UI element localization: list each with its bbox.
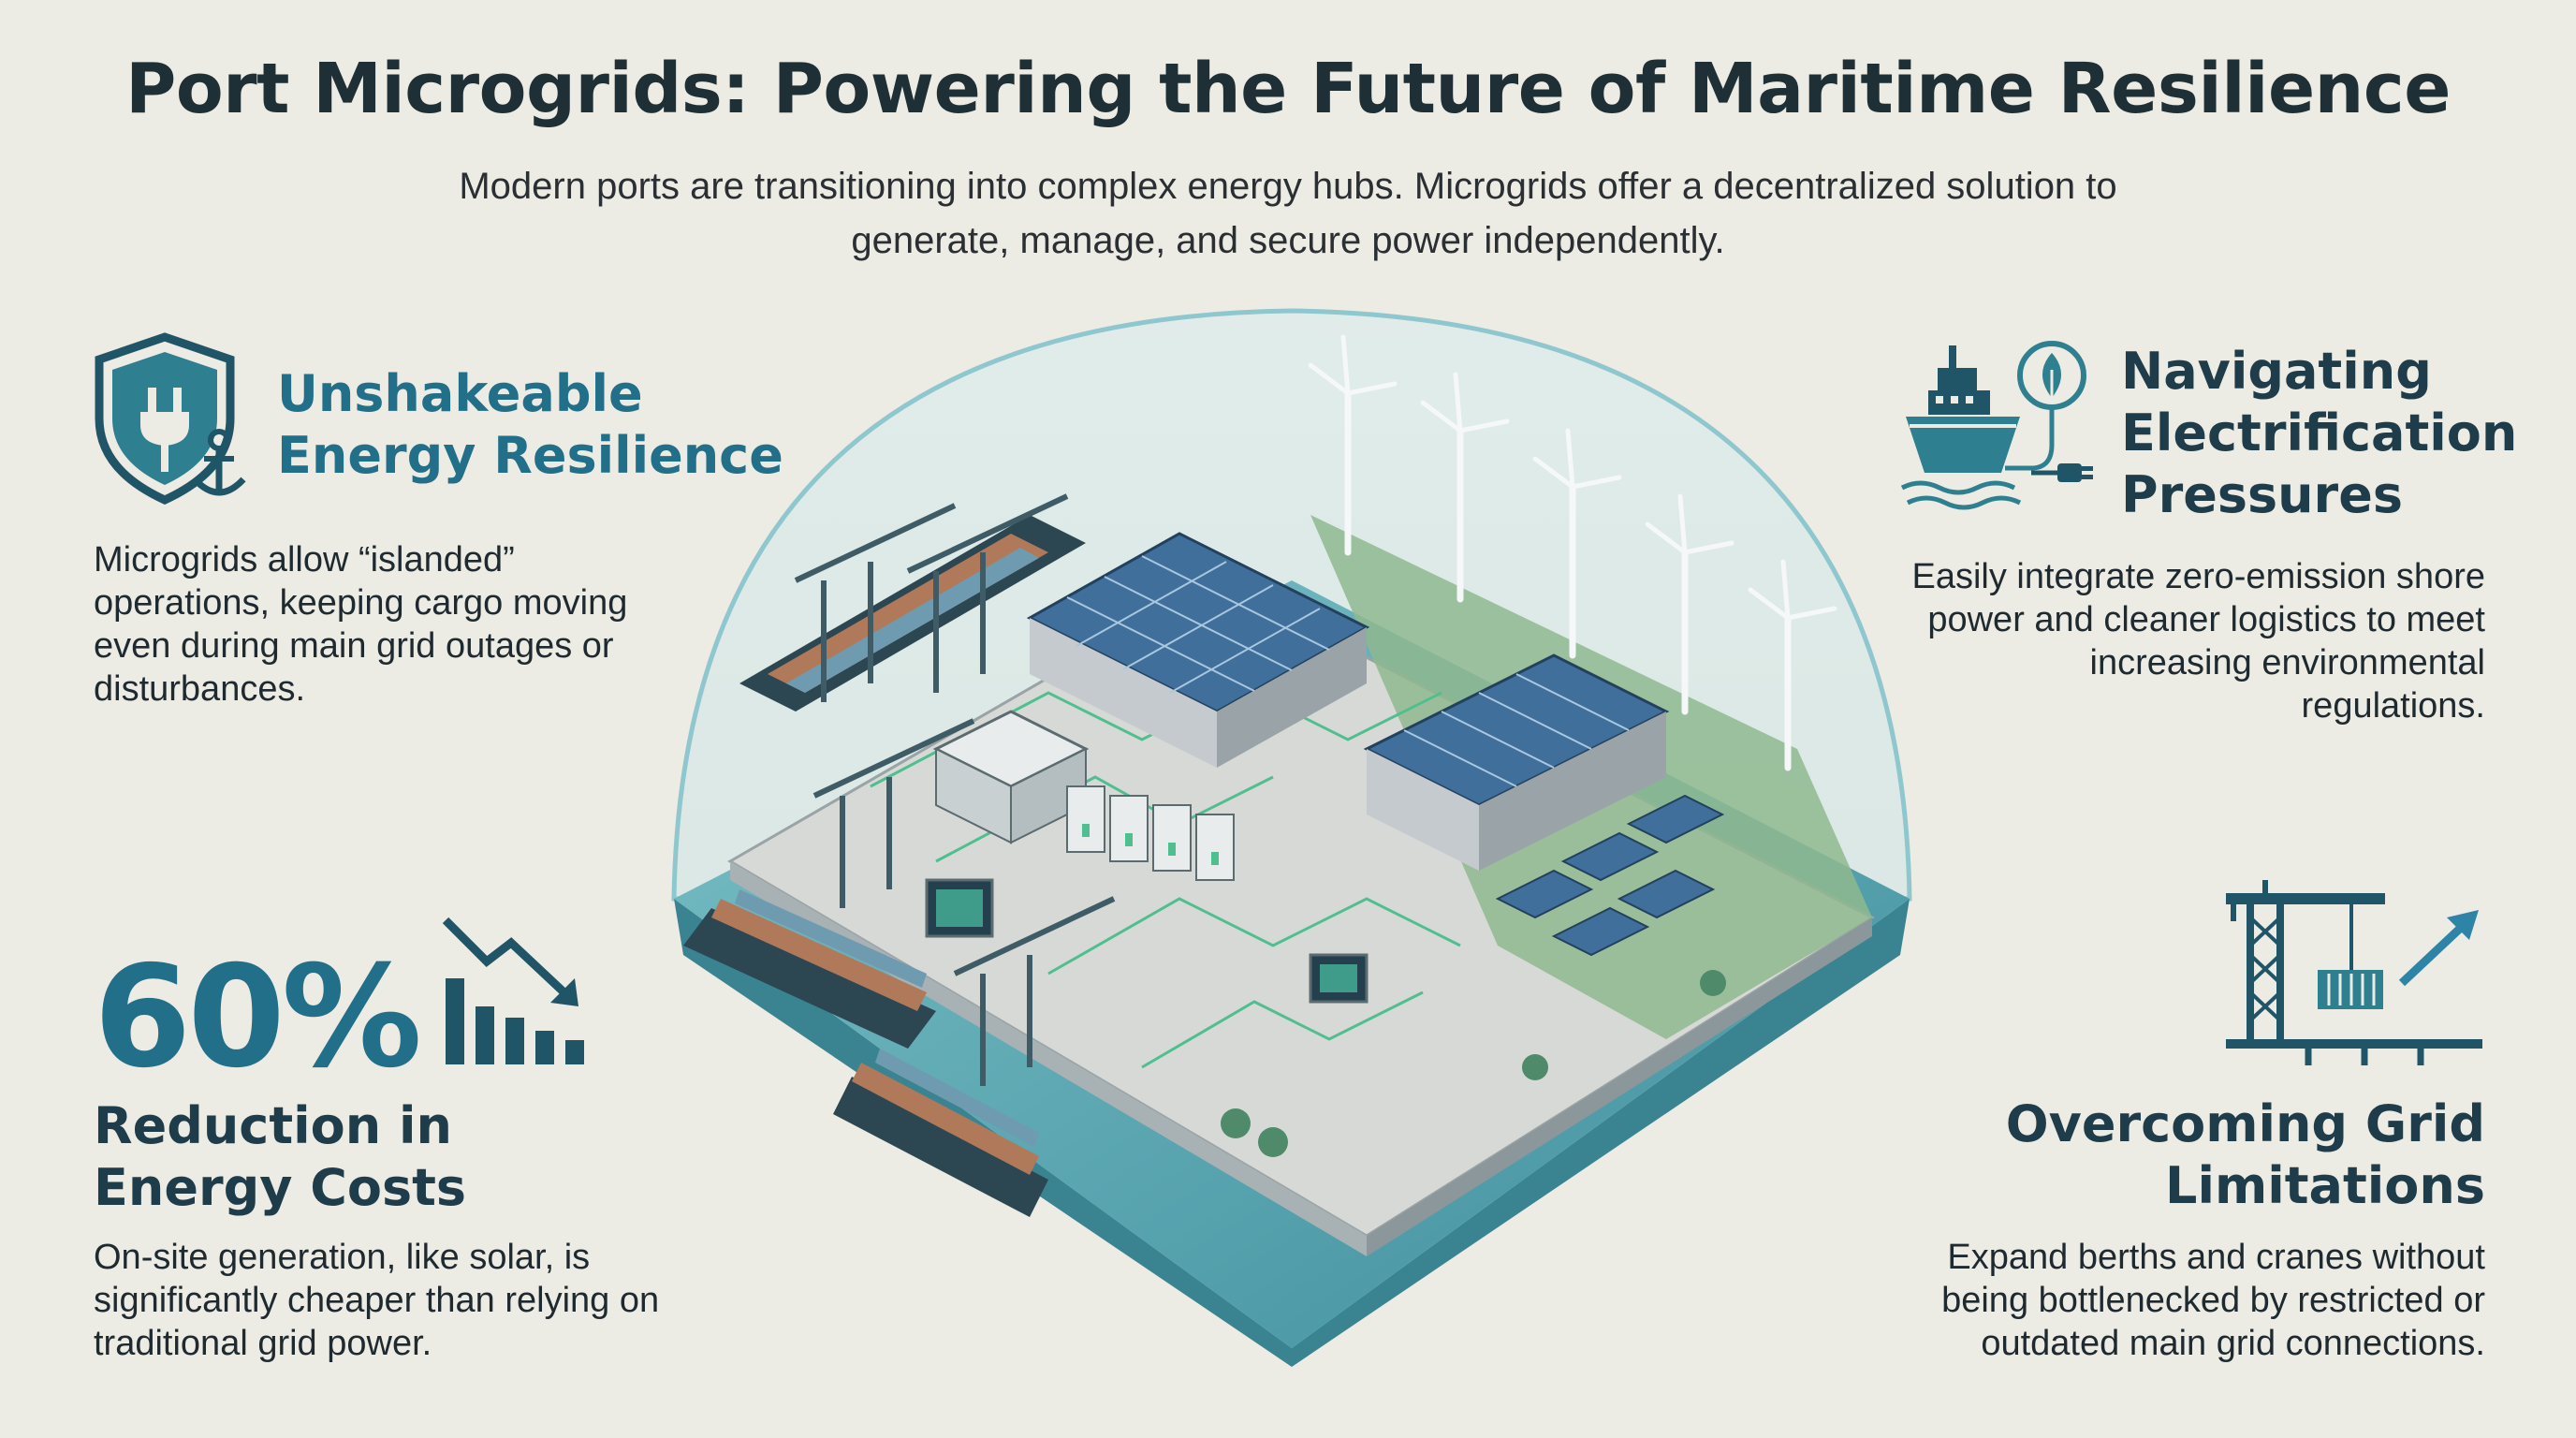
grid-body: Expand berths and cranes without being b… bbox=[1941, 1238, 2485, 1363]
electrification-heading-line2: Electrification bbox=[2121, 404, 2518, 462]
cost-reduction-stat: 60% bbox=[94, 936, 422, 1099]
crane-growth-arrow-icon bbox=[2226, 880, 2482, 1065]
electrification-heading-line3: Pressures bbox=[2121, 465, 2403, 524]
electrification-heading-line1: Navigating bbox=[2121, 342, 2432, 401]
costs-heading-line2: Energy Costs bbox=[94, 1158, 467, 1217]
declining-bar-chart-icon bbox=[442, 917, 584, 1064]
resilience-body: Microgrids allow “islanded” operations, … bbox=[94, 540, 628, 709]
grid-heading: Overcoming Grid Limitations bbox=[1924, 1093, 2485, 1217]
shield-plug-anchor-icon bbox=[95, 332, 246, 505]
ship-leaf-plug-icon bbox=[1900, 341, 2093, 510]
container-ship-middle bbox=[683, 889, 936, 1049]
page-title: Port Microgrids: Powering the Future of … bbox=[125, 49, 2451, 129]
resilience-heading-line2: Energy Resilience bbox=[277, 426, 783, 485]
port-microgrid-dome-illustration bbox=[671, 308, 1912, 1367]
resilience-heading: Unshakeable Energy Resilience bbox=[277, 363, 783, 487]
container-ship-bottom bbox=[833, 1049, 1048, 1217]
electrification-heading: Navigating Electrification Pressures bbox=[2121, 341, 2517, 526]
electrification-body: Easily integrate zero-emission shore pow… bbox=[1911, 557, 2486, 726]
grid-heading-line1: Overcoming Grid bbox=[2005, 1094, 2485, 1153]
costs-heading: Reduction in Energy Costs bbox=[94, 1095, 466, 1219]
grid-heading-line2: Limitations bbox=[2165, 1156, 2485, 1215]
resilience-heading-line1: Unshakeable bbox=[277, 364, 643, 423]
costs-body: On-site generation, like solar, is signi… bbox=[94, 1238, 660, 1363]
page-subtitle: Modern ports are transitioning into comp… bbox=[459, 166, 2117, 261]
costs-heading-line1: Reduction in bbox=[94, 1096, 452, 1155]
